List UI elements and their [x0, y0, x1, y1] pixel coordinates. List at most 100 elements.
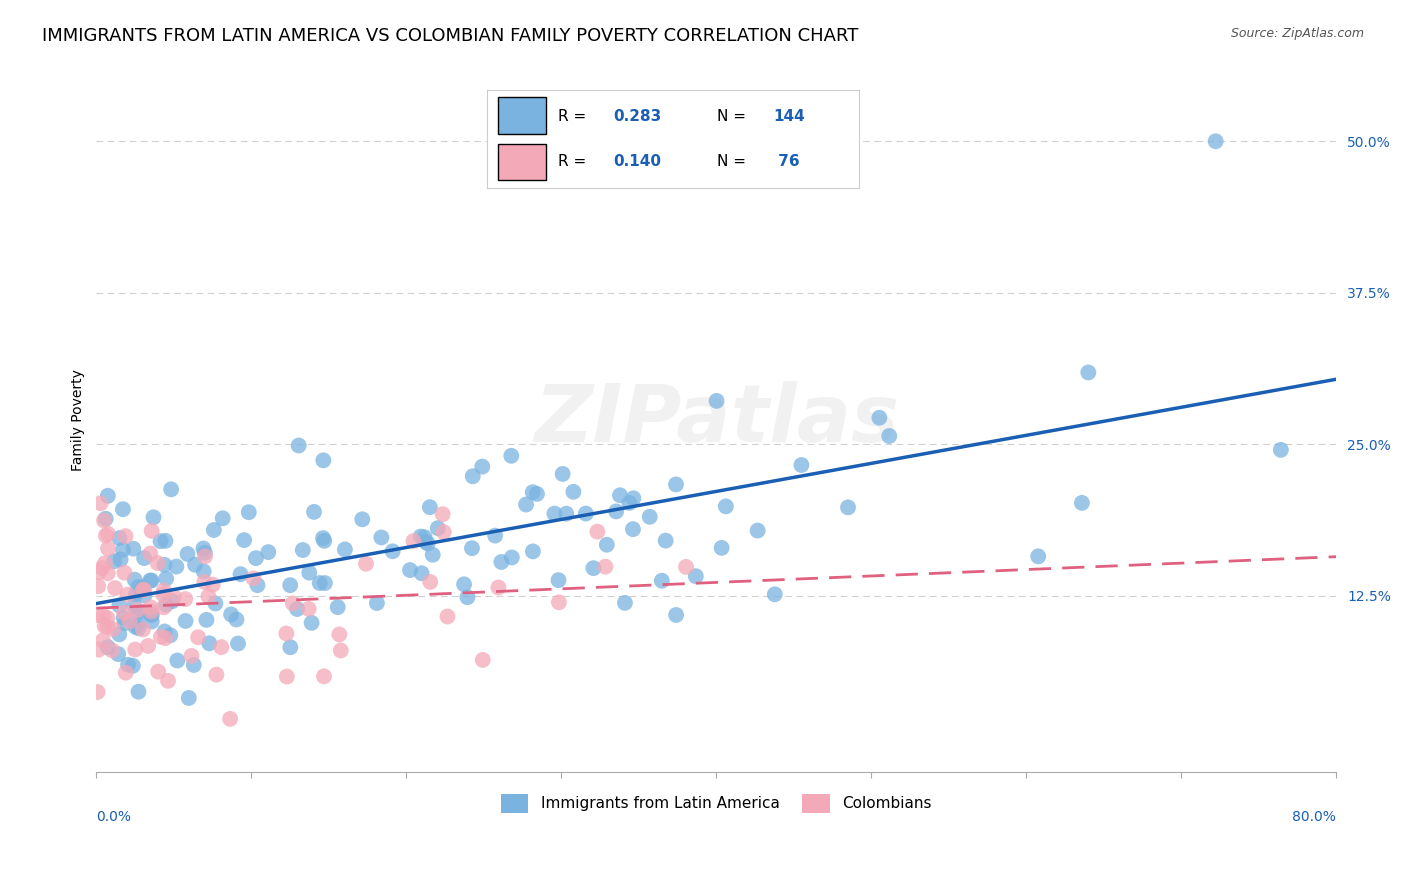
- Point: [155, 598, 177, 612]
- Point: [97, 541, 120, 556]
- Point: [114, 665, 136, 680]
- Point: [132, 583, 155, 598]
- Point: [651, 574, 673, 588]
- Point: [160, 483, 183, 497]
- Point: [93, 514, 115, 528]
- Point: [522, 485, 544, 500]
- Point: [103, 554, 125, 568]
- Point: [91, 561, 114, 575]
- Point: [180, 648, 202, 663]
- Point: [193, 565, 215, 579]
- Point: [314, 533, 336, 548]
- Point: [125, 587, 148, 601]
- Point: [548, 595, 571, 609]
- Point: [108, 599, 131, 613]
- Point: [242, 571, 264, 585]
- Point: [426, 521, 449, 535]
- Point: [155, 533, 177, 548]
- Point: [621, 522, 644, 536]
- Point: [101, 622, 124, 636]
- Point: [456, 591, 478, 605]
- Point: [134, 588, 156, 602]
- Point: [422, 548, 444, 562]
- Point: [114, 616, 136, 631]
- Point: [245, 551, 267, 566]
- Point: [174, 592, 197, 607]
- Point: [148, 665, 170, 679]
- Point: [515, 498, 537, 512]
- Point: [501, 550, 523, 565]
- Point: [682, 134, 704, 148]
- Point: [654, 533, 676, 548]
- Point: [111, 542, 134, 557]
- Point: [111, 502, 134, 516]
- Point: [596, 538, 619, 552]
- Point: [453, 577, 475, 591]
- Point: [122, 658, 145, 673]
- Text: Source: ZipAtlas.com: Source: ZipAtlas.com: [1230, 27, 1364, 40]
- Point: [582, 561, 605, 575]
- Point: [276, 669, 298, 683]
- Point: [183, 657, 205, 672]
- Point: [142, 510, 165, 524]
- Point: [94, 529, 117, 543]
- Point: [484, 528, 506, 542]
- Point: [193, 541, 215, 556]
- Point: [86, 685, 108, 699]
- Y-axis label: Family Poverty: Family Poverty: [72, 369, 86, 471]
- Point: [90, 496, 112, 510]
- Point: [184, 558, 207, 572]
- Point: [276, 626, 298, 640]
- Point: [155, 631, 177, 645]
- Point: [118, 615, 141, 629]
- Point: [257, 545, 280, 559]
- Point: [174, 614, 197, 628]
- Point: [877, 429, 900, 443]
- Point: [1077, 366, 1099, 380]
- Point: [149, 630, 172, 644]
- Point: [413, 530, 436, 544]
- Point: [281, 597, 304, 611]
- Point: [204, 596, 226, 610]
- Point: [153, 558, 176, 572]
- Point: [205, 667, 228, 681]
- Point: [1026, 549, 1049, 564]
- Point: [195, 613, 218, 627]
- Point: [246, 578, 269, 592]
- Point: [112, 611, 135, 625]
- Point: [522, 544, 544, 558]
- Point: [114, 529, 136, 543]
- Point: [112, 566, 135, 580]
- Point: [117, 657, 139, 672]
- Point: [298, 602, 321, 616]
- Point: [551, 467, 574, 481]
- Point: [1070, 496, 1092, 510]
- Point: [108, 627, 131, 641]
- Point: [714, 500, 737, 514]
- Point: [139, 574, 162, 588]
- Point: [124, 573, 146, 587]
- Point: [141, 574, 163, 588]
- Point: [302, 505, 325, 519]
- Point: [177, 690, 200, 705]
- Point: [665, 477, 688, 491]
- Point: [159, 628, 181, 642]
- Point: [233, 533, 256, 547]
- Point: [1270, 442, 1292, 457]
- Point: [187, 630, 209, 644]
- Point: [226, 636, 249, 650]
- Text: IMMIGRANTS FROM LATIN AMERICA VS COLOMBIAN FAMILY POVERTY CORRELATION CHART: IMMIGRANTS FROM LATIN AMERICA VS COLOMBI…: [42, 27, 859, 45]
- Point: [124, 642, 146, 657]
- Point: [127, 618, 149, 632]
- Point: [132, 580, 155, 594]
- Point: [312, 453, 335, 467]
- Point: [163, 590, 186, 604]
- Point: [94, 512, 117, 526]
- Point: [202, 523, 225, 537]
- Text: 0.0%: 0.0%: [97, 810, 131, 824]
- Point: [526, 487, 548, 501]
- Point: [197, 589, 219, 603]
- Point: [314, 576, 336, 591]
- Point: [416, 536, 439, 550]
- Point: [141, 524, 163, 538]
